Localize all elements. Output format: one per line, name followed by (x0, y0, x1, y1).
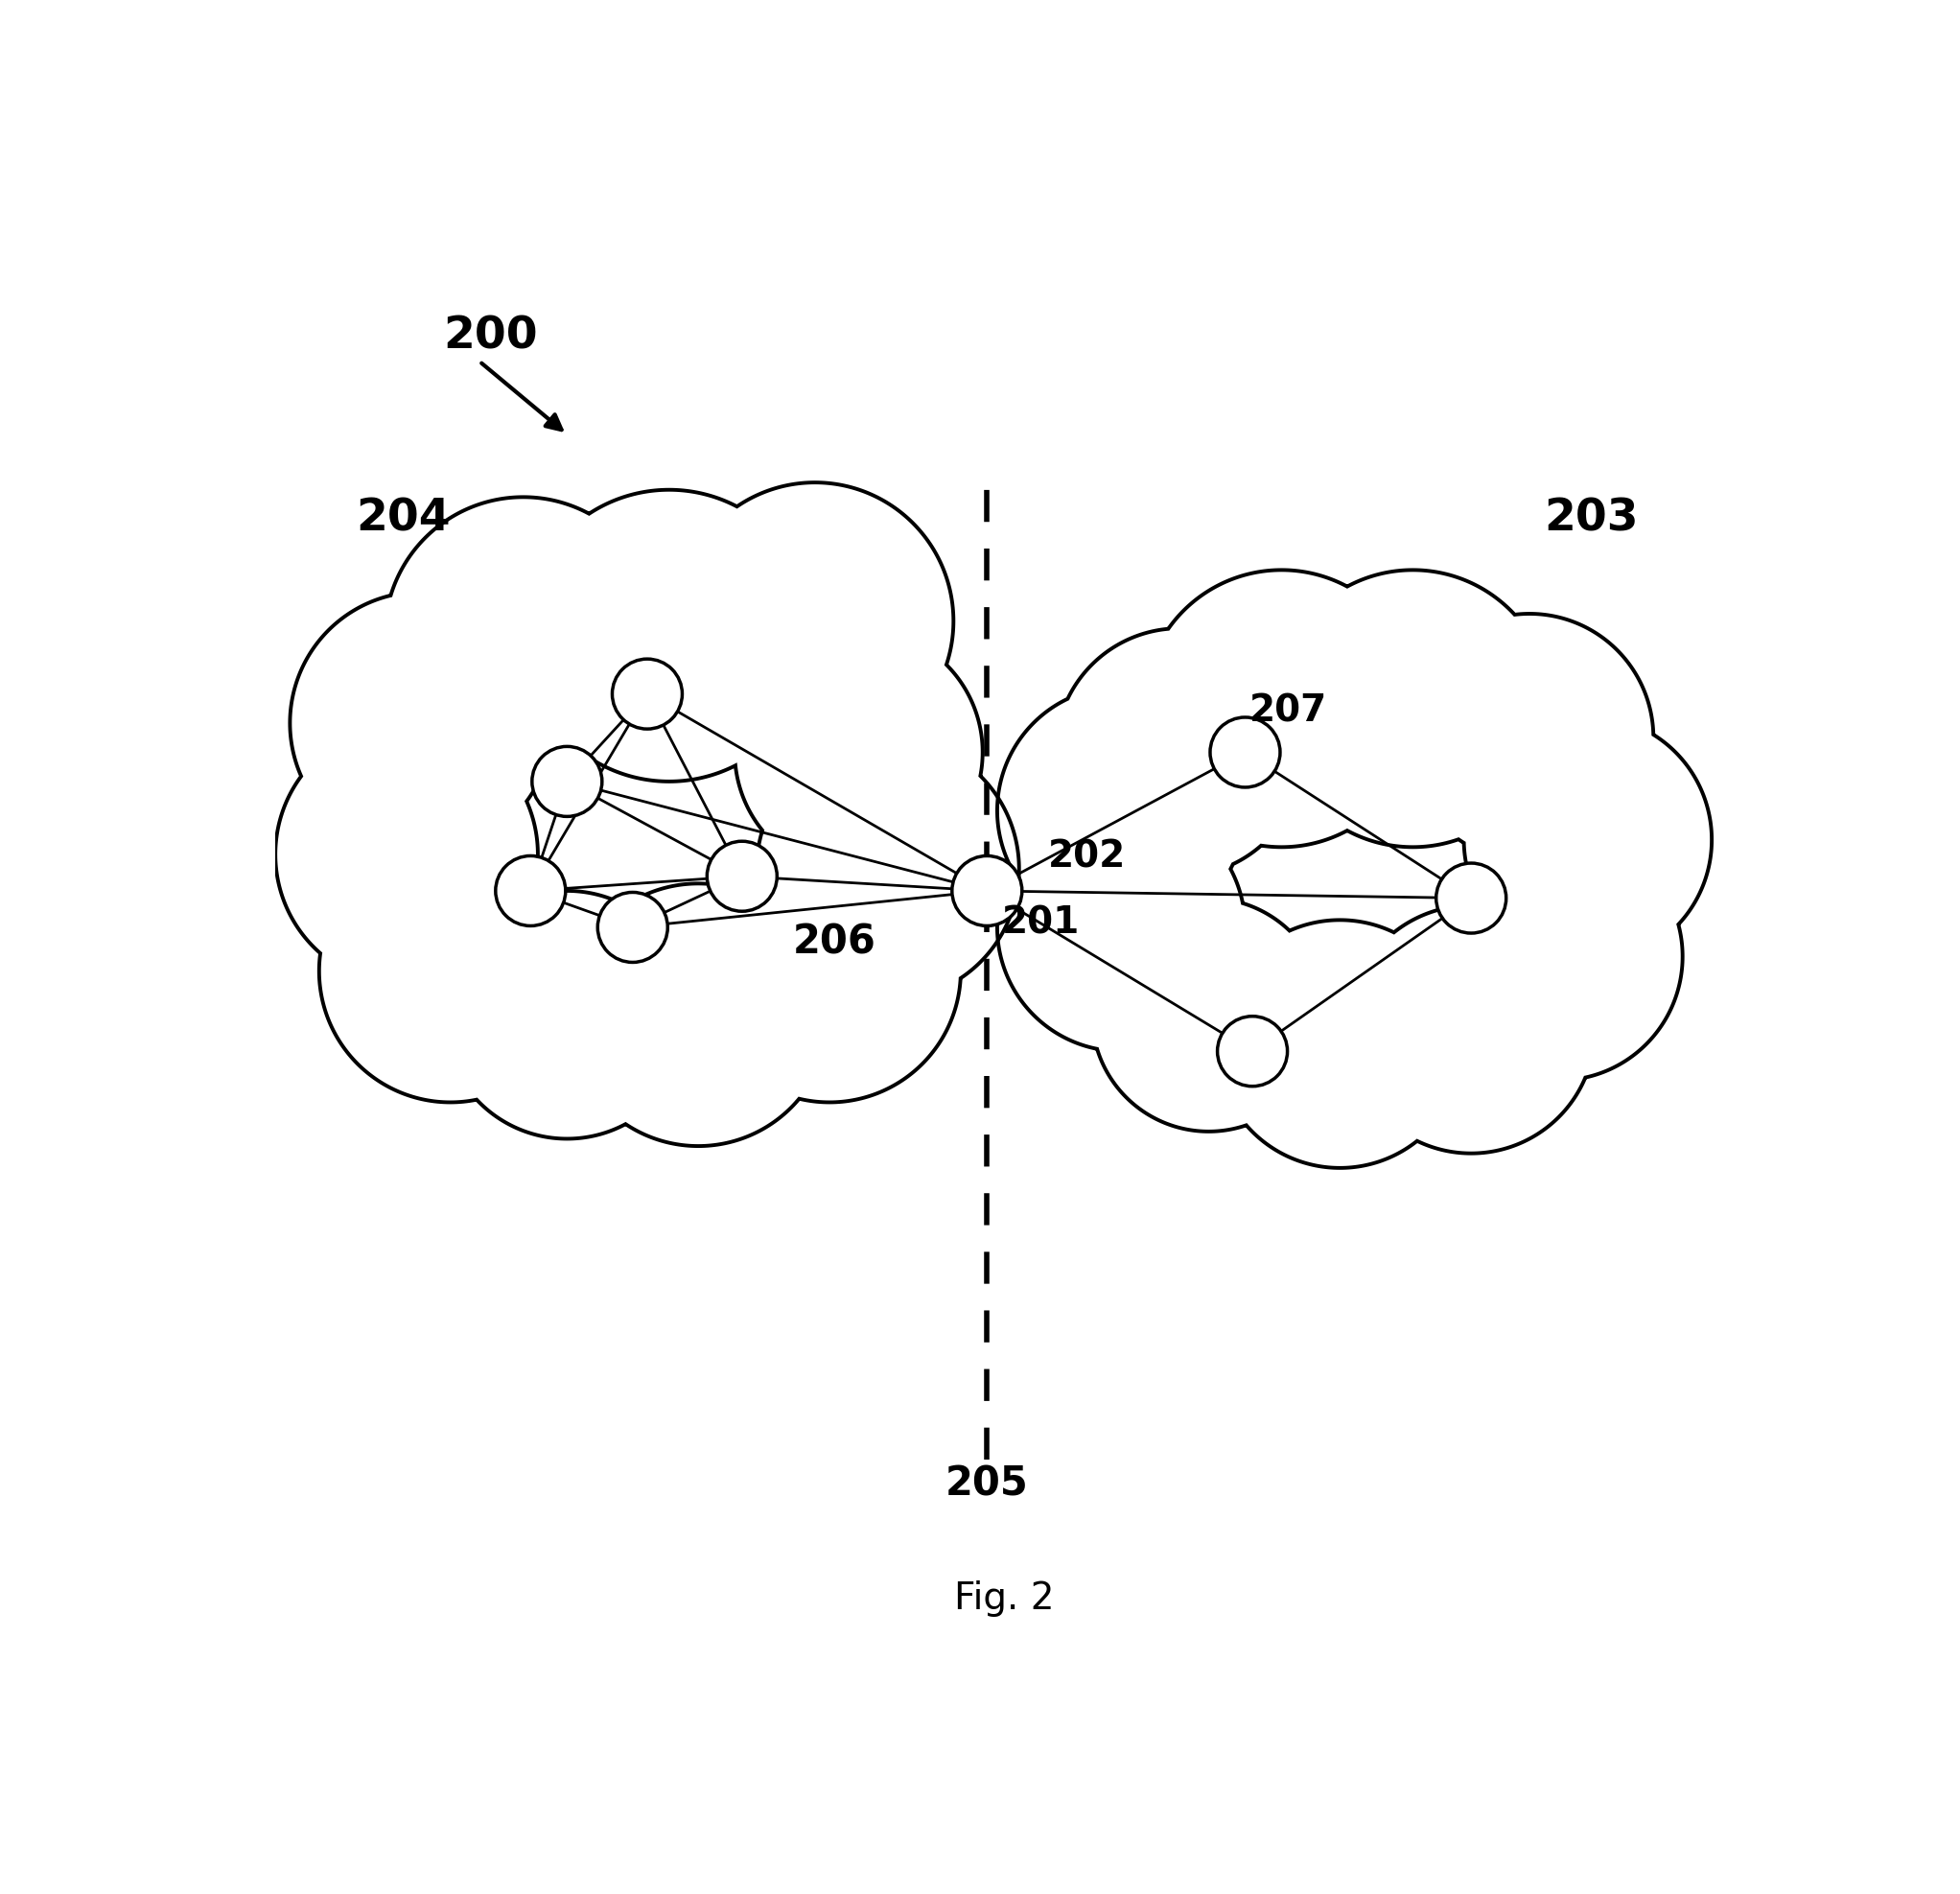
Circle shape (1217, 1017, 1288, 1087)
Text: 207: 207 (1249, 693, 1327, 729)
PathPatch shape (998, 570, 1711, 1169)
Text: 201: 201 (1002, 905, 1080, 941)
Circle shape (531, 746, 602, 816)
Circle shape (1437, 864, 1505, 934)
Circle shape (1209, 718, 1280, 788)
Text: 206: 206 (794, 922, 876, 962)
Circle shape (598, 892, 668, 962)
PathPatch shape (274, 483, 1019, 1146)
Text: 203: 203 (1544, 498, 1639, 540)
Text: 202: 202 (1049, 839, 1127, 875)
Text: Fig. 2: Fig. 2 (955, 1580, 1054, 1616)
Circle shape (612, 659, 682, 729)
Circle shape (953, 856, 1021, 926)
Text: 205: 205 (945, 1464, 1029, 1504)
Circle shape (708, 841, 776, 911)
Text: 200: 200 (443, 314, 537, 358)
Circle shape (496, 856, 566, 926)
Text: 204: 204 (355, 498, 451, 540)
